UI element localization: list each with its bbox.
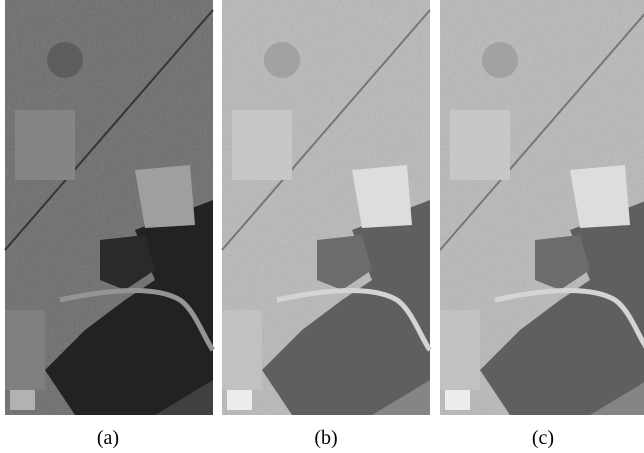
panel-c [440,0,644,415]
figure: (a) (b) (c) [0,0,644,453]
panel-b [222,0,430,415]
panel-caption: (a) [97,427,119,449]
panel-caption: (c) [532,427,554,449]
panel-caption: (b) [314,427,337,449]
panel-a [5,0,213,415]
page: (a) (b) (c) (() => { const data = JSON.p… [0,0,644,453]
